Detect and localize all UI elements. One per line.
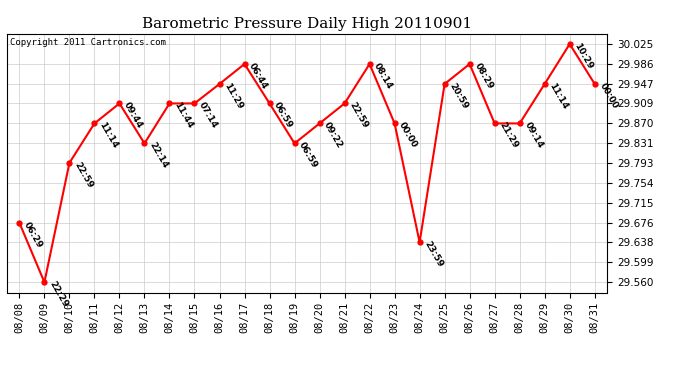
Text: 20:59: 20:59 bbox=[447, 81, 469, 111]
Text: 00:00: 00:00 bbox=[598, 81, 620, 110]
Text: Copyright 2011 Cartronics.com: Copyright 2011 Cartronics.com bbox=[10, 38, 166, 46]
Text: 09:14: 09:14 bbox=[522, 121, 544, 150]
Text: 06:29: 06:29 bbox=[22, 220, 44, 249]
Text: 07:14: 07:14 bbox=[197, 100, 219, 130]
Text: 21:29: 21:29 bbox=[497, 121, 520, 150]
Text: 06:59: 06:59 bbox=[273, 100, 295, 130]
Text: 11:44: 11:44 bbox=[172, 100, 195, 130]
Text: 08:29: 08:29 bbox=[473, 61, 495, 90]
Text: 22:29: 22:29 bbox=[47, 279, 70, 309]
Text: 06:59: 06:59 bbox=[297, 141, 319, 170]
Text: 09:22: 09:22 bbox=[322, 121, 344, 150]
Text: 22:59: 22:59 bbox=[347, 100, 370, 130]
Text: 11:14: 11:14 bbox=[97, 121, 119, 150]
Text: 10:29: 10:29 bbox=[573, 41, 595, 70]
Text: 22:14: 22:14 bbox=[147, 141, 170, 170]
Text: 11:14: 11:14 bbox=[547, 81, 570, 111]
Text: 09:44: 09:44 bbox=[122, 100, 144, 130]
Title: Barometric Pressure Daily High 20110901: Barometric Pressure Daily High 20110901 bbox=[142, 17, 472, 31]
Text: 11:29: 11:29 bbox=[222, 81, 244, 111]
Text: 23:59: 23:59 bbox=[422, 240, 444, 269]
Text: 06:44: 06:44 bbox=[247, 61, 270, 91]
Text: 00:00: 00:00 bbox=[397, 121, 420, 150]
Text: 08:14: 08:14 bbox=[373, 61, 395, 90]
Text: 22:59: 22:59 bbox=[72, 160, 95, 189]
